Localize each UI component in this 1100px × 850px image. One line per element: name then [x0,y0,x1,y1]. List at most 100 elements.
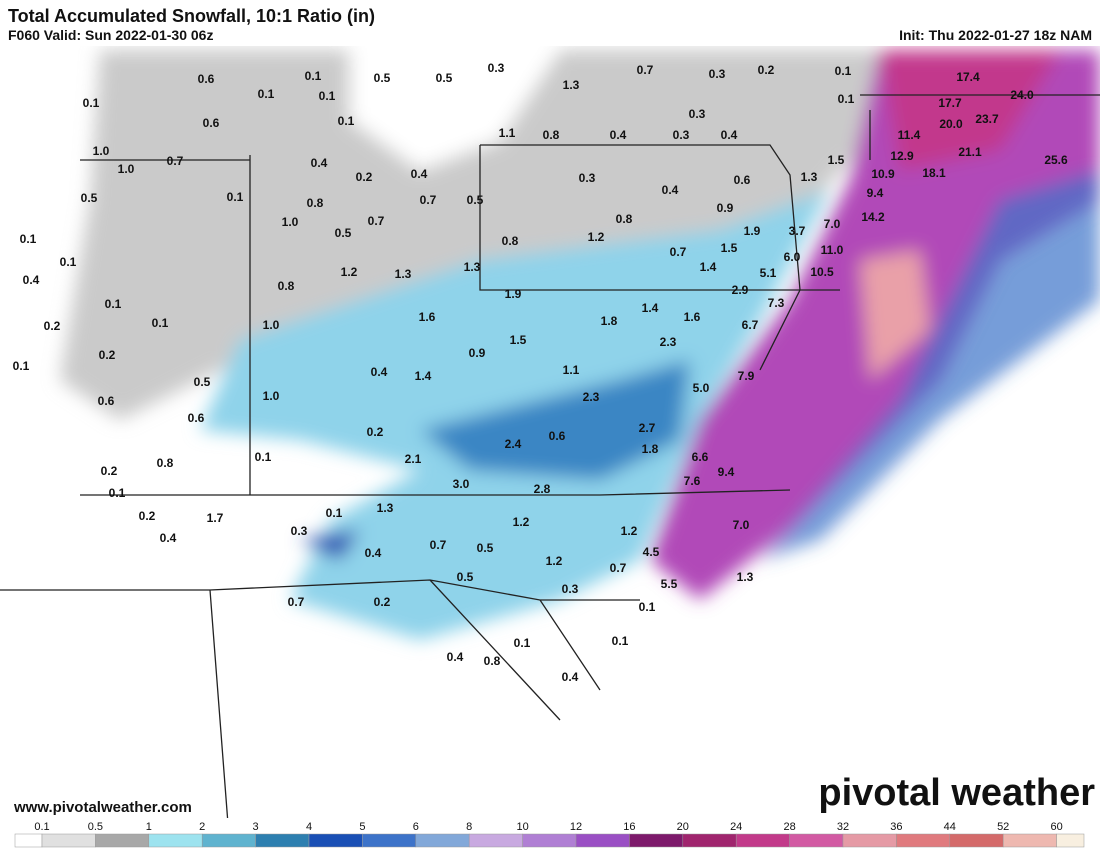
snow-value: 0.1 [258,87,275,101]
legend-label: 36 [890,821,902,833]
legend-label: 6 [413,821,419,833]
snow-value: 0.1 [305,69,322,83]
legend-label: 5 [359,821,365,833]
snow-value: 0.9 [469,346,486,360]
snow-value: 1.3 [737,570,754,584]
snow-value: 0.6 [549,429,566,443]
snow-value: 1.4 [415,369,432,383]
snow-value: 0.1 [838,92,855,106]
snow-value: 0.1 [227,190,244,204]
snow-value: 0.1 [13,359,30,373]
snow-value: 1.6 [684,310,701,324]
snow-value: 0.3 [709,67,726,81]
snow-value: 1.1 [563,363,580,377]
legend-swatch [362,833,417,848]
snow-value: 0.1 [255,450,272,464]
snow-value: 0.9 [717,201,734,215]
snow-value: 1.8 [601,314,618,328]
snow-value: 1.3 [395,267,412,281]
snow-value: 1.0 [263,389,280,403]
snow-value: 0.5 [457,570,474,584]
snow-value: 0.4 [311,156,328,170]
legend-label: 44 [944,821,956,833]
logo: pivotal weather [818,772,1095,814]
legend-label: 4 [306,821,312,833]
snow-value: 14.2 [861,210,885,224]
snow-value: 0.7 [610,561,627,575]
snow-value: 7.6 [684,474,701,488]
snow-value: 0.3 [579,171,596,185]
snow-value: 1.3 [377,501,394,515]
snow-value: 0.3 [291,524,308,538]
snow-value: 0.1 [60,255,77,269]
snow-value: 0.6 [203,116,220,130]
snow-value: 1.3 [464,260,481,274]
init-time: Init: Thu 2022-01-27 18z NAM [899,27,1092,43]
snow-value: 0.6 [198,72,215,86]
snow-value: 7.3 [768,296,785,310]
legend-label: 24 [730,821,742,833]
snow-value: 18.1 [922,166,946,180]
snow-value: 21.1 [958,145,982,159]
snow-value: 1.9 [505,287,522,301]
legend-swatch [308,833,363,848]
legend-swatch [682,833,737,848]
snow-value: 0.4 [447,650,464,664]
legend-swatch [575,833,630,848]
legend-swatch [735,833,790,848]
legend-swatch [255,833,310,848]
snow-value: 0.2 [139,509,156,523]
snow-value: 0.8 [278,279,295,293]
snow-value: 1.4 [700,260,717,274]
snow-value: 2.1 [405,452,422,466]
snow-value: 0.6 [734,173,751,187]
snow-value: 0.4 [610,128,627,142]
snow-value: 0.1 [514,636,531,650]
legend-swatch [201,833,256,848]
legend-label: 0.1 [34,821,49,833]
snow-value: 5.1 [760,266,777,280]
snow-value: 0.5 [81,191,98,205]
snow-value: 0.8 [502,234,519,248]
snow-value: 2.3 [660,335,677,349]
legend-label: 32 [837,821,849,833]
snow-value: 1.0 [93,144,110,158]
snow-value: 23.7 [975,112,999,126]
snow-value: 1.2 [546,554,563,568]
snow-value: 0.7 [167,154,184,168]
snow-value: 0.5 [467,193,484,207]
legend-swatch [468,833,523,848]
snow-value: 0.1 [152,316,169,330]
snow-value: 0.7 [288,595,305,609]
legend: 0.1 0.5 1 2 3 4 5 6 8 10 12 16 20 24 28 32 36 44 52 60 [14,821,1085,848]
legend-label: 3 [253,821,259,833]
snow-value: 0.4 [721,128,738,142]
snow-value: 0.1 [639,600,656,614]
snow-value: 0.1 [20,232,37,246]
snow-value: 0.7 [637,63,654,77]
legend-label: 0.5 [88,821,103,833]
snow-value: 0.8 [484,654,501,668]
snow-value: 0.2 [356,170,373,184]
snow-value: 9.4 [718,465,735,479]
snow-value: 0.2 [44,319,61,333]
snow-value: 2.8 [534,482,551,496]
snow-value: 3.7 [789,224,806,238]
snow-value: 1.0 [263,318,280,332]
legend-label: 8 [466,821,472,833]
legend-label: 12 [570,821,582,833]
legend-label: 20 [677,821,689,833]
snow-value: 0.1 [835,64,852,78]
snow-value: 20.0 [939,117,963,131]
snow-value: 0.6 [188,411,205,425]
legend-swatch [14,833,43,848]
snow-value: 1.5 [510,333,527,347]
snow-value: 1.0 [282,215,299,229]
snow-value: 6.0 [784,250,801,264]
snow-value: 17.7 [938,96,962,110]
snow-value: 0.4 [371,365,388,379]
snow-value: 1.2 [588,230,605,244]
snow-value: 1.0 [118,162,135,176]
